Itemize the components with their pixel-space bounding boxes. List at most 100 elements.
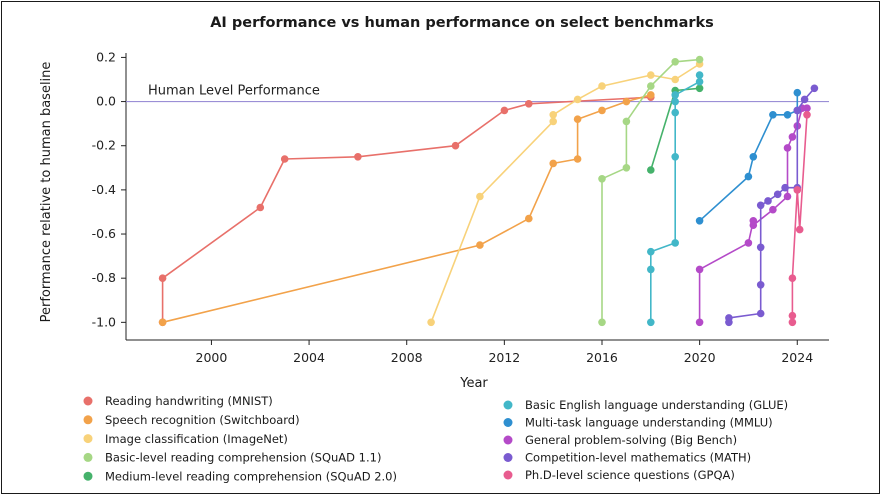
data-point [647, 71, 655, 79]
legend-marker [83, 434, 93, 444]
x-axis-label: Year [459, 376, 488, 391]
data-point [783, 192, 792, 201]
legend-label: Multi-task language understanding (MMLU) [525, 416, 773, 430]
data-point [695, 71, 704, 79]
data-point [744, 172, 753, 181]
x-tick-label: 2008 [391, 350, 423, 365]
data-point [695, 265, 704, 274]
data-point [622, 97, 631, 106]
data-point [756, 281, 765, 289]
series-9 [788, 111, 811, 327]
data-point [695, 77, 704, 86]
human-baseline-label: Human Level Performance [148, 84, 320, 99]
data-point [769, 111, 777, 119]
data-point [158, 318, 167, 327]
data-point [695, 55, 704, 64]
x-tick-label: 2020 [684, 350, 716, 365]
data-point [647, 166, 655, 174]
legend-item: Basic English language understanding (GL… [503, 398, 788, 412]
data-point [783, 111, 792, 119]
legend-item: General problem-solving (Big Bench) [503, 433, 737, 447]
legend-marker [83, 452, 93, 462]
data-point [793, 186, 802, 194]
y-tick-label: -0.4 [92, 182, 116, 197]
data-point [795, 225, 804, 234]
data-point [788, 274, 797, 283]
legend-marker [503, 470, 513, 480]
data-point [647, 318, 655, 327]
data-point [158, 274, 167, 283]
legend-item: Reading handwriting (MNIST) [83, 394, 273, 408]
x-tick-label: 2016 [586, 350, 618, 365]
data-point [671, 108, 679, 117]
legend-marker [503, 453, 513, 462]
data-point [744, 239, 753, 247]
series-1 [158, 91, 655, 327]
data-point [476, 241, 484, 249]
legend-label: Speech recognition (Switchboard) [105, 413, 300, 427]
data-point [793, 106, 802, 115]
legend-marker [503, 435, 513, 445]
legend-label: Basic-level reading comprehension (SQuAD… [105, 451, 381, 465]
series-7 [695, 104, 811, 327]
data-point [598, 106, 606, 115]
y-axis-label: Performance relative to human baseline [39, 62, 54, 323]
data-point [647, 265, 655, 274]
data-point [803, 104, 811, 112]
data-point [451, 141, 460, 150]
legend-item: Multi-task language understanding (MMLU) [503, 416, 773, 430]
series-5 [647, 71, 704, 327]
legend-label: Medium-level reading comprehension (SQuA… [105, 469, 397, 483]
series-6 [695, 88, 802, 225]
legend-item: Speech recognition (Switchboard) [83, 413, 300, 427]
legend-label: Ph.D-level science questions (GPQA) [525, 468, 735, 482]
legend-item: Medium-level reading comprehension (SQuA… [83, 469, 397, 483]
legend-marker [503, 418, 513, 427]
data-point [280, 155, 289, 163]
legend-label: Competition-level mathematics (MATH) [525, 451, 751, 465]
data-point [800, 95, 809, 104]
series-2 [427, 60, 704, 327]
data-point [695, 84, 704, 93]
data-point [647, 91, 655, 99]
chart-title: AI performance vs human performance on s… [210, 15, 714, 31]
data-point [756, 309, 765, 318]
legend: Reading handwriting (MNIST) Speech recogn… [83, 394, 788, 483]
data-point [773, 190, 782, 199]
series-8 [725, 84, 819, 327]
data-point [695, 318, 704, 327]
x-tick-label: 2012 [488, 350, 520, 365]
legend-marker [83, 471, 93, 481]
legend-marker [83, 415, 93, 425]
data-point [427, 318, 435, 327]
y-tick-label: -0.6 [92, 226, 116, 241]
data-point [573, 155, 582, 163]
legend-marker [503, 400, 513, 410]
legend-marker [83, 396, 93, 406]
data-point [749, 221, 758, 229]
data-point [671, 75, 679, 84]
data-point [781, 183, 789, 192]
plot-area: 0.2 0.0 -0.2 -0.4 -0.6 -0.8 -1.0 2000 2004 2008 20… [92, 49, 829, 365]
series-line [430, 63, 701, 323]
legend-label: Basic English language understanding (GL… [525, 398, 788, 412]
data-point [764, 197, 772, 205]
x-tick-label: 2024 [781, 350, 813, 365]
legend-label: General problem-solving (Big Bench) [525, 433, 737, 447]
data-point [793, 88, 802, 97]
data-point [500, 106, 509, 115]
data-point [256, 203, 265, 212]
data-point [549, 111, 557, 119]
data-point [769, 205, 777, 214]
data-point [622, 164, 631, 172]
data-point [671, 97, 679, 106]
data-point [788, 133, 797, 141]
data-point [549, 117, 557, 126]
data-point [354, 153, 362, 161]
y-tick-label: -0.8 [92, 270, 116, 285]
data-point [725, 314, 733, 322]
legend-item: Basic-level reading comprehension (SQuAD… [83, 451, 381, 465]
data-point [783, 144, 792, 152]
